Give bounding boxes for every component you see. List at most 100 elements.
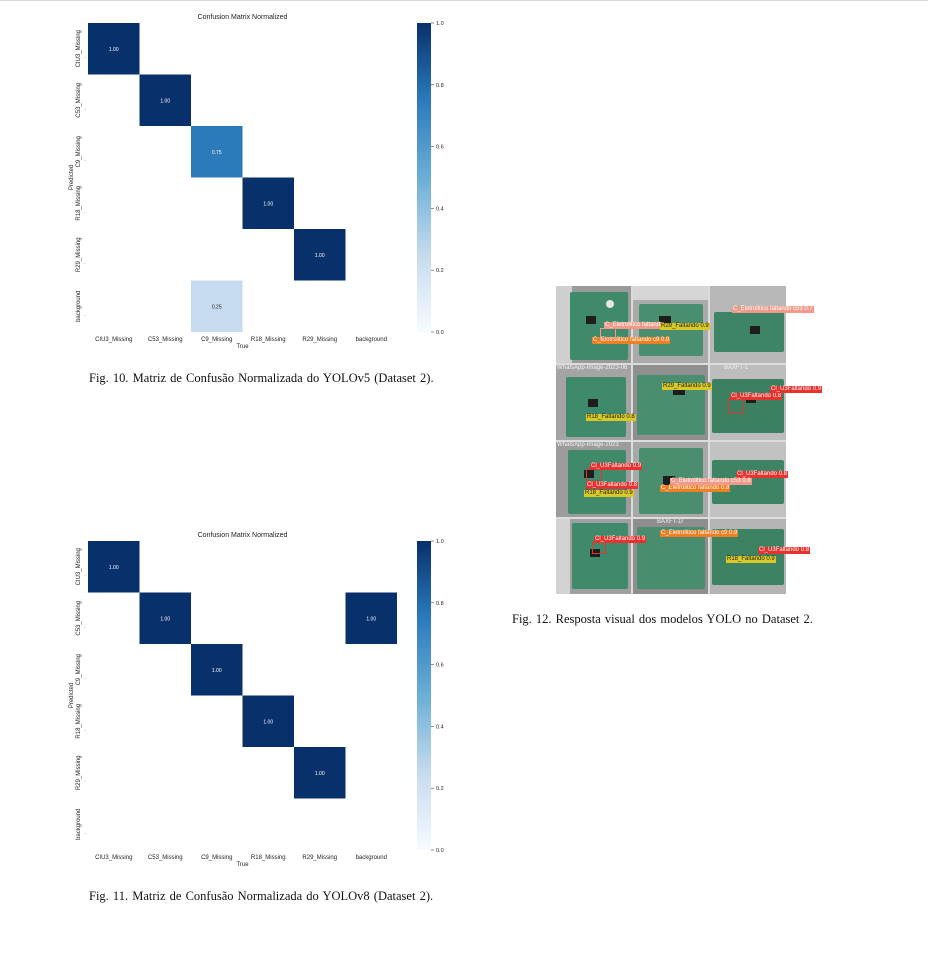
tile-filename: BAXFT-1	[724, 365, 749, 371]
colorbar-tick-label: 0.4	[436, 206, 444, 212]
row-tick-label: R18_Missing	[76, 704, 82, 739]
mosaic-tile	[710, 286, 786, 363]
cell-value-label: 0.75	[212, 150, 222, 156]
fig12-caption: Fig. 12. Resposta visual dos modelos YOL…	[512, 612, 813, 626]
matrix-cell	[242, 695, 294, 747]
colorbar-tick-label: 0.6	[436, 145, 444, 151]
fig11-caption: Fig. 11. Matriz de Confusão Normalizada …	[89, 889, 434, 903]
col-tick-label: R18_Missing	[251, 337, 286, 343]
x-axis-label: True	[236, 344, 249, 350]
col-tick-label: C53_Missing	[148, 337, 183, 343]
detection-label: R29_Faltando 0.9	[662, 383, 712, 390]
tile-filename: BAXFT-1r	[657, 519, 684, 525]
detection-label: Cl_U3Faltando 0.9	[590, 463, 643, 470]
colorbar-tick-label: 0.0	[436, 330, 444, 336]
matrix-cell	[345, 592, 397, 644]
detection-label: R18_Faltando 0.8	[586, 414, 636, 421]
detection-label: Cl_U3Faltando 0.8	[736, 471, 789, 478]
col-tick-label: C9_Missing	[201, 855, 232, 861]
mosaic-tile: BAXFT-1	[710, 365, 786, 440]
tile-filename: WhatsApp-Image-2023-06	[557, 365, 628, 371]
cell-value-label: 1.00	[315, 771, 325, 777]
detection-label: C_Eletrolitico faltando c53 0.7	[732, 306, 814, 313]
col-tick-label: background	[356, 337, 387, 343]
y-axis-label: Predicted	[69, 683, 75, 708]
matrix-cell	[294, 747, 346, 799]
detection-label: R18_Faltando 0.9	[584, 490, 634, 497]
matrix-cell	[191, 644, 243, 696]
mosaic-tile	[633, 286, 708, 363]
cell-value-label: 1.00	[263, 201, 273, 207]
row-tick-label: CIU3_Missing	[76, 30, 82, 67]
matrix-cell	[191, 126, 243, 178]
fig10-caption: Fig. 10. Matriz de Confusão Normalizada …	[89, 371, 434, 385]
row-tick-mark: -	[84, 261, 86, 267]
mosaic-tile	[556, 519, 631, 594]
col-tick-label: R18_Missing	[251, 855, 286, 861]
col-tick-label: C9_Missing	[201, 337, 232, 343]
cell-value-label: 1.00	[212, 668, 222, 674]
row-tick-mark: -	[84, 158, 86, 164]
colorbar	[417, 23, 431, 332]
detection-label: R18_Faltando 0.9	[726, 556, 776, 563]
y-axis-label: Predicted	[69, 165, 75, 190]
chart-title: Confusion Matrix Normalized	[198, 14, 288, 21]
detection-box	[592, 542, 606, 554]
cell-value-label: 1.00	[160, 98, 170, 104]
confusion-matrix-yolov8: Confusion Matrix Normalized 1.00 1.00 1.00 1…	[62, 528, 462, 873]
detection-box	[728, 399, 744, 413]
col-tick-label: background	[356, 855, 387, 861]
chart-title: Confusion Matrix Normalized	[198, 532, 288, 539]
confusion-matrix-yolov8-plot: Confusion Matrix Normalized 1.00 1.00 1.00 1…	[69, 532, 444, 868]
matrix-cell	[191, 280, 243, 332]
cell-value-label: 1.00	[315, 253, 325, 259]
row-tick-mark: -	[84, 312, 86, 318]
colorbar-tick-label: 0.8	[436, 601, 444, 607]
matrix-cell	[139, 74, 191, 126]
col-tick-label: CIU3_Missing	[95, 337, 132, 343]
row-tick-mark: -	[84, 779, 86, 785]
detection-label: Cl_U3Faltando 0.9	[770, 386, 823, 393]
detection-label: Cl_U3Faltando 0.9	[594, 536, 647, 543]
x-axis-label: True	[236, 862, 249, 868]
cell-value-label: 1.00	[263, 719, 273, 725]
colorbar-tick-label: 0.6	[436, 663, 444, 669]
colorbar-tick-label: 0.4	[436, 724, 444, 730]
row-tick-mark: -	[84, 727, 86, 733]
detection-label: R29_Faltando 0.9	[660, 323, 710, 330]
row-tick-label: R29_Missing	[76, 237, 82, 272]
colorbar	[417, 541, 431, 850]
row-tick-mark: -	[84, 573, 86, 579]
row-tick-label: C53_Missing	[76, 83, 82, 118]
colorbar-tick-label: 0.2	[436, 786, 444, 792]
cell-value-label: 1.00	[109, 565, 119, 571]
detection-label: C_Eletrolitico faltando	[604, 322, 665, 329]
cell-value-label: 1.00	[160, 616, 170, 622]
detection-label: Cl_U3Faltando 0.8	[586, 482, 639, 489]
colorbar-tick-label: 1.0	[436, 21, 444, 27]
row-tick-mark: -	[84, 830, 86, 836]
matrix-cell	[242, 177, 294, 229]
mosaic-tile: BAXFT-1r	[633, 519, 708, 594]
detection-label: C_Eletrolitico faltando c9 0.9	[660, 530, 739, 537]
detection-label: C_Eletrolitico faltando c53 0.8	[670, 478, 752, 485]
row-tick-mark: -	[84, 106, 86, 112]
col-tick-label: CIU3_Missing	[95, 855, 132, 861]
row-tick-mark: -	[84, 676, 86, 682]
confusion-matrix-yolov5-plot: Confusion Matrix Normalized 1.00 1.00 0.75 1…	[69, 14, 444, 350]
colorbar-tick-label: 1.0	[436, 539, 444, 545]
colorbar-tick-label: 0.2	[436, 268, 444, 274]
row-tick-mark: -	[84, 624, 86, 630]
yolo-detection-mosaic: WhatsApp-Image-2023-06 BAXFT-1 WhatsApp-…	[556, 286, 823, 594]
cell-value-label: 1.00	[109, 47, 119, 53]
confusion-matrix-yolov5: Confusion Matrix Normalized 1.00 1.00 0.75 1…	[62, 10, 462, 355]
matrix-cell	[88, 541, 140, 593]
row-tick-label: background	[76, 291, 82, 322]
matrix-cell	[294, 229, 346, 281]
detection-label: C_Eletrolitico faltando c9 0.9	[592, 337, 671, 344]
detection-box	[586, 469, 602, 481]
row-tick-label: C9_Missing	[76, 136, 82, 167]
matrix-cell	[88, 23, 140, 75]
row-tick-label: C53_Missing	[76, 601, 82, 636]
matrix-cell	[139, 592, 191, 644]
